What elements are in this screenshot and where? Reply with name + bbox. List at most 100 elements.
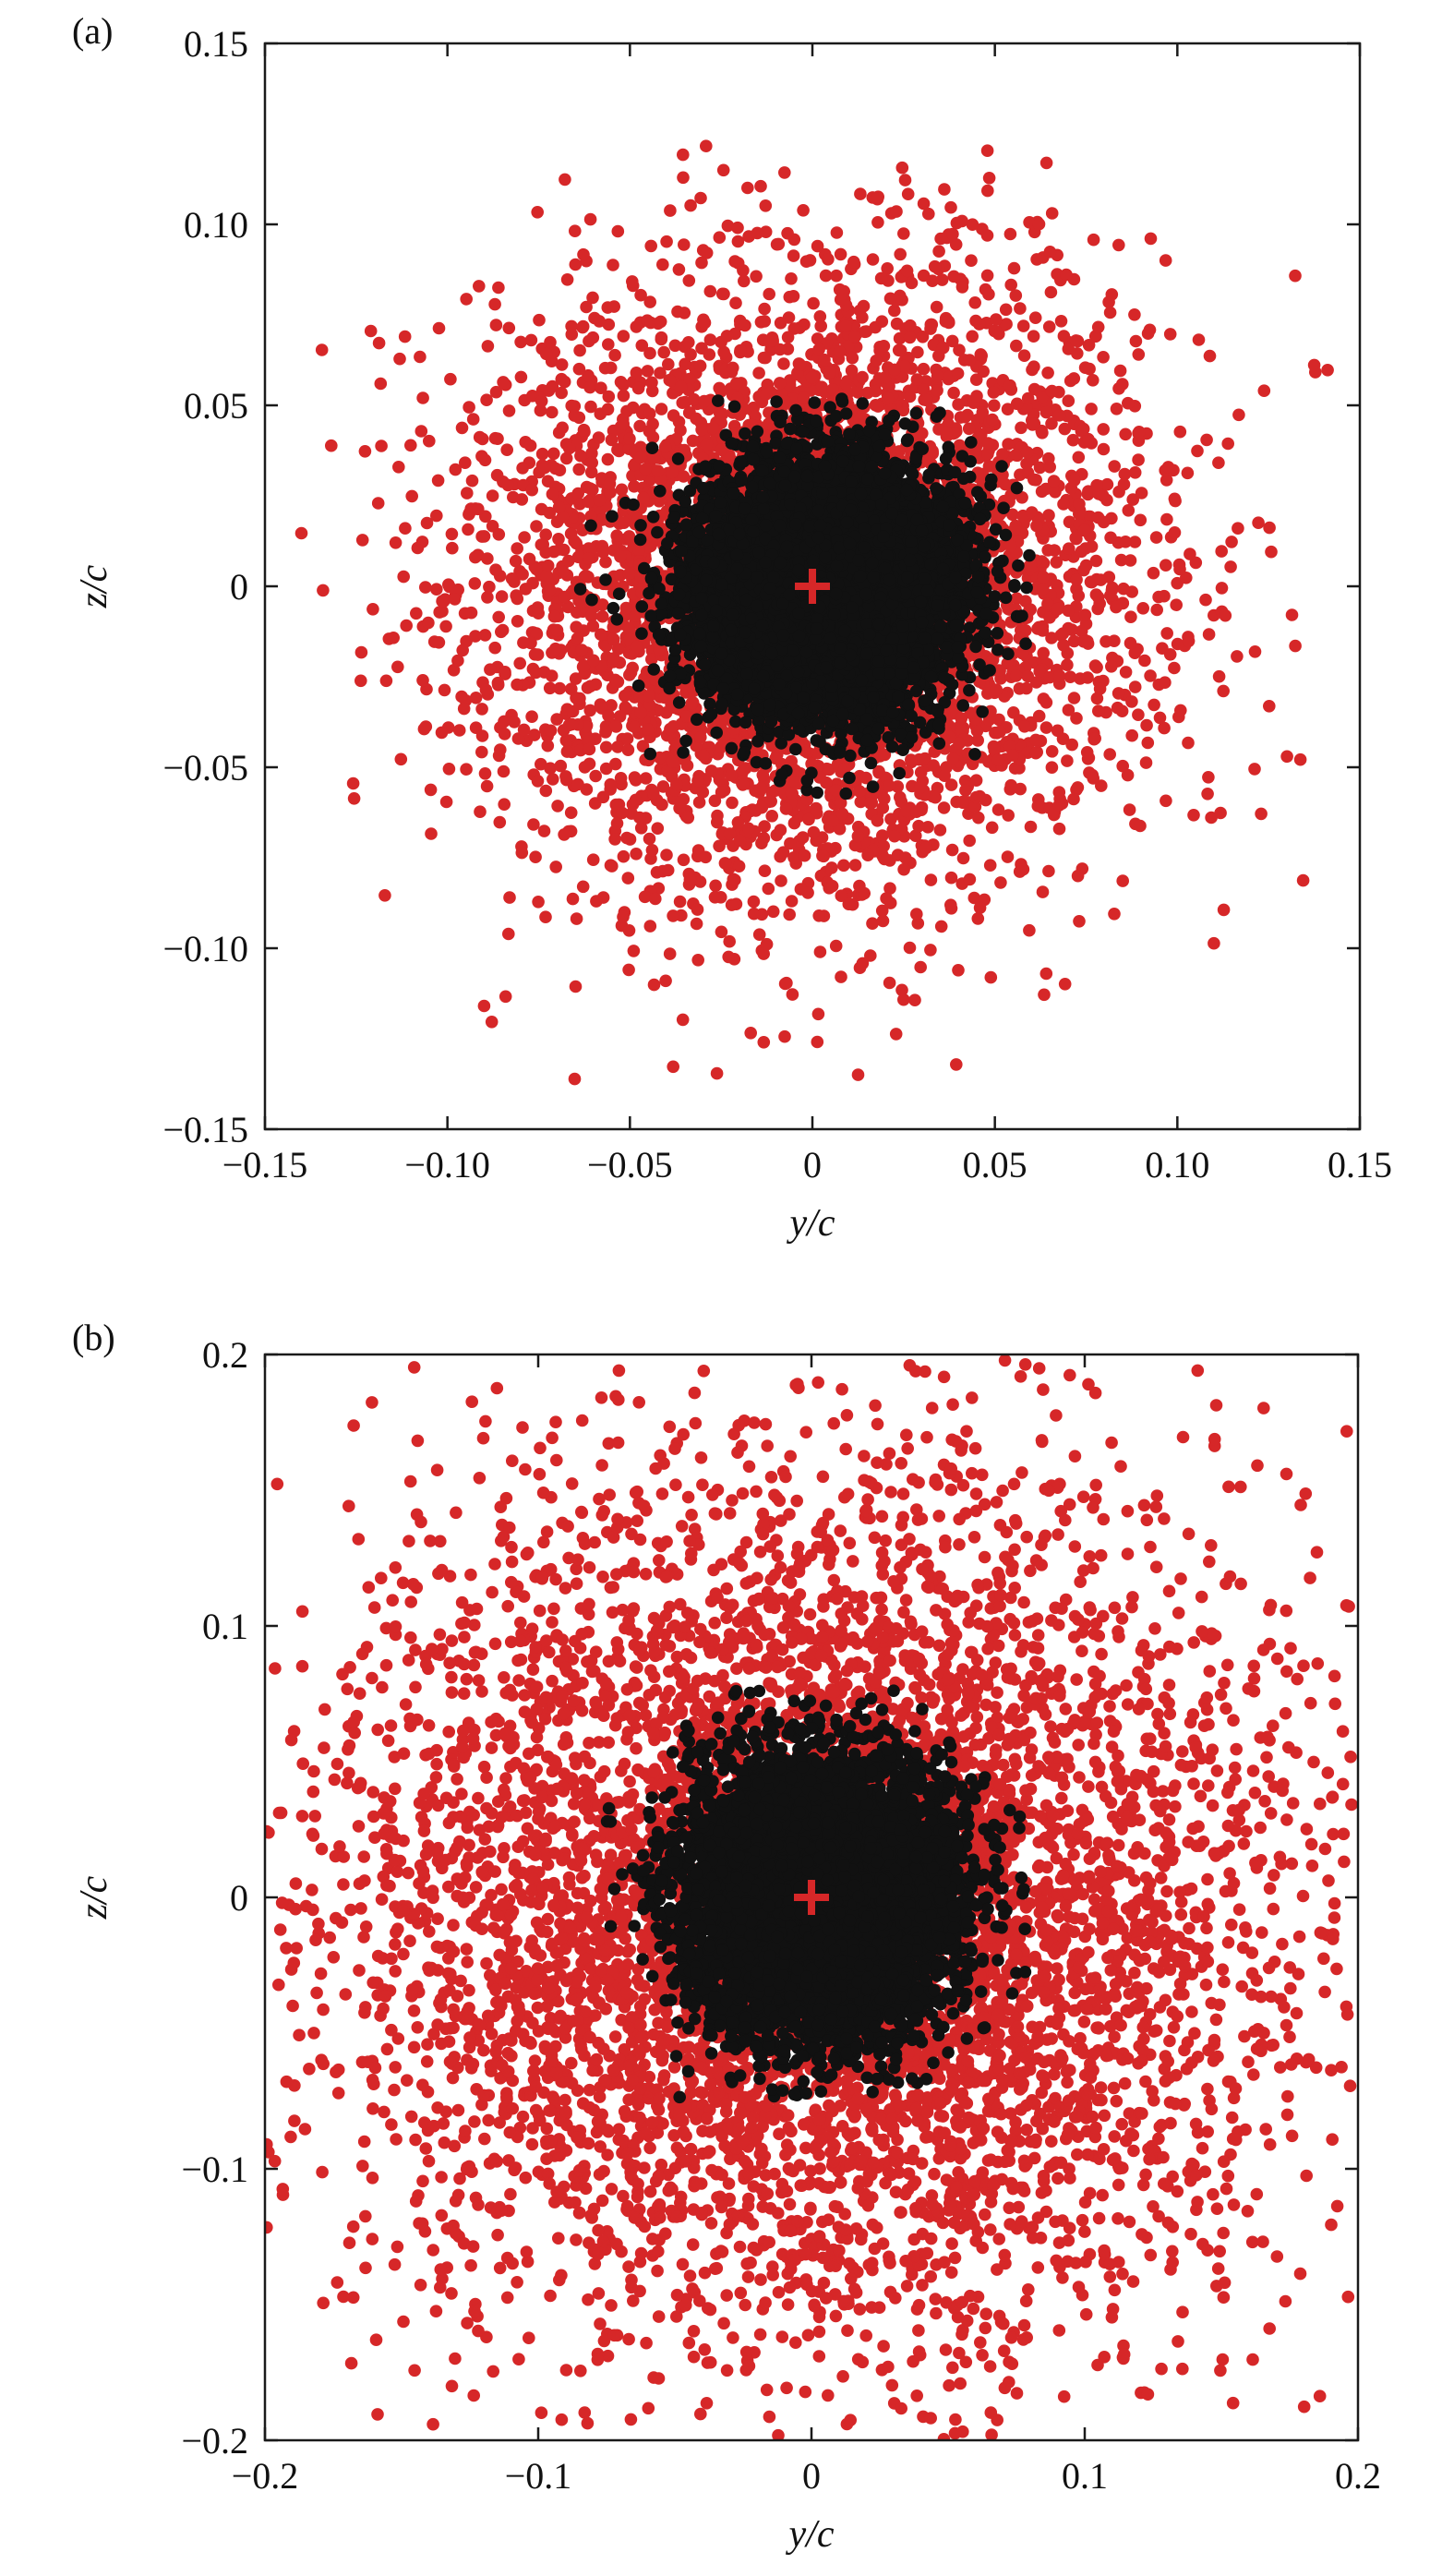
data-point [898,174,912,187]
data-point [627,401,640,415]
data-point [990,683,1003,696]
data-point [586,620,600,632]
data-point [420,516,434,530]
data-point [561,600,575,614]
data-point [1031,800,1045,813]
data-point [973,901,987,914]
data-point [657,345,670,359]
data-point [848,331,861,343]
data-point [432,321,446,335]
data-point [607,632,620,645]
data-point [442,763,456,776]
data-point [716,163,730,177]
data-point [755,837,768,849]
data-point [835,807,849,821]
data-point [560,273,574,286]
data-point [663,373,677,387]
data-point [1027,330,1040,343]
data-point [1015,421,1027,435]
data-point [1265,545,1278,559]
data-point [602,709,615,722]
data-point [446,541,459,555]
data-point [565,717,579,731]
data-point [757,947,770,960]
data-point [535,502,548,516]
data-point [1042,864,1055,878]
data-point [706,421,720,435]
data-point [1173,425,1187,439]
data-point [1124,554,1137,567]
data-point [571,487,584,500]
data-point [778,166,791,179]
data-point [562,441,576,455]
data-point [515,493,529,506]
data-point [1263,521,1276,535]
data-point [535,394,548,408]
data-point [700,139,713,152]
data-point [1016,319,1030,332]
data-point [700,438,714,451]
data-point [501,478,515,492]
data-point [1036,427,1049,439]
data-point [543,584,557,596]
data-point [1029,474,1042,487]
data-point [617,417,630,430]
data-point [492,281,505,295]
data-point [531,648,545,661]
data-point [1039,405,1053,419]
scatter-points [294,139,1334,1086]
data-point [894,247,907,261]
data-point [665,465,679,479]
data-point [709,879,722,893]
data-point [718,857,732,870]
data-point [1115,704,1129,717]
data-point [694,730,707,744]
data-point [475,450,488,463]
data-point [449,463,463,476]
data-point [903,331,917,344]
data-point [890,205,903,218]
data-point [1248,763,1261,776]
data-point [1108,460,1121,473]
data-point [475,703,488,716]
data-point [1221,437,1234,451]
data-point [1067,792,1080,806]
data-point [825,879,839,893]
data-point [1051,602,1064,616]
data-point [1036,624,1050,637]
data-point [379,674,393,688]
data-point [1263,700,1276,713]
data-point [851,829,865,843]
data-point [509,554,523,568]
data-point [837,859,850,873]
data-point [1039,696,1053,709]
data-point [1199,593,1212,607]
data-point [1091,511,1105,524]
data-point [575,644,589,656]
data-point [1048,544,1062,557]
data-point [1289,639,1302,653]
data-point [1061,754,1074,767]
data-point [980,229,994,242]
data-point [754,316,768,329]
data-point [1045,632,1058,644]
data-point [626,275,639,288]
data-point [430,583,443,596]
data-point [1062,704,1075,716]
data-point [633,419,646,433]
data-point [950,216,964,230]
data-point [566,892,580,906]
data-point [634,451,647,464]
data-point [966,330,979,343]
data-point [763,287,775,301]
data-point [422,616,435,630]
data-point [988,399,1001,413]
data-point [1038,988,1051,1002]
data-point [666,755,679,768]
data-point [694,191,707,205]
data-point [758,864,772,877]
data-point [372,336,386,350]
data-point [374,377,388,391]
data-point [1159,676,1172,689]
data-point [1160,512,1173,526]
